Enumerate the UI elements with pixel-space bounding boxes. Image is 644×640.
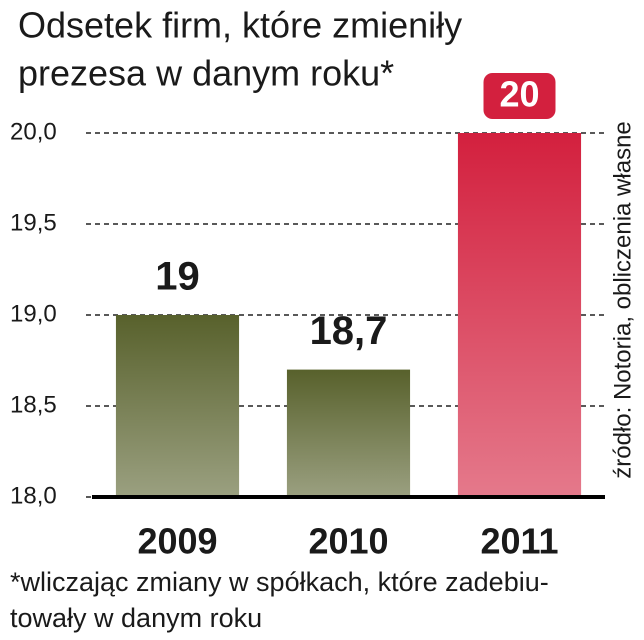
- value-label: 18,7: [310, 309, 388, 353]
- y-tick-label: 18,5: [10, 391, 57, 418]
- bar-shade: [115, 315, 240, 497]
- x-tick-label: 2009: [137, 521, 217, 562]
- value-label: 19: [155, 255, 200, 299]
- x-tick-label: 2011: [480, 521, 558, 562]
- chart-title: prezesa w danym roku*: [18, 53, 394, 94]
- chart-title: Odsetek firm, które zmieniły: [18, 5, 462, 46]
- x-tick-label: 2010: [308, 521, 388, 562]
- bar-shade: [457, 133, 582, 497]
- value-label: 20: [499, 74, 539, 115]
- y-tick-label: 20,0: [10, 118, 57, 145]
- y-tick-label: 19,0: [10, 300, 57, 327]
- y-tick-label: 19,5: [10, 209, 57, 236]
- source: źródło: Notoria, obliczenia własne: [609, 121, 636, 479]
- value-badge: [483, 73, 556, 119]
- y-tick-label: 18,0: [10, 482, 57, 509]
- footnote: towały w danym roku: [10, 603, 262, 633]
- footnote: *wliczając zmiany w spółkach, które zade…: [10, 567, 549, 597]
- bar-shade: [286, 369, 411, 497]
